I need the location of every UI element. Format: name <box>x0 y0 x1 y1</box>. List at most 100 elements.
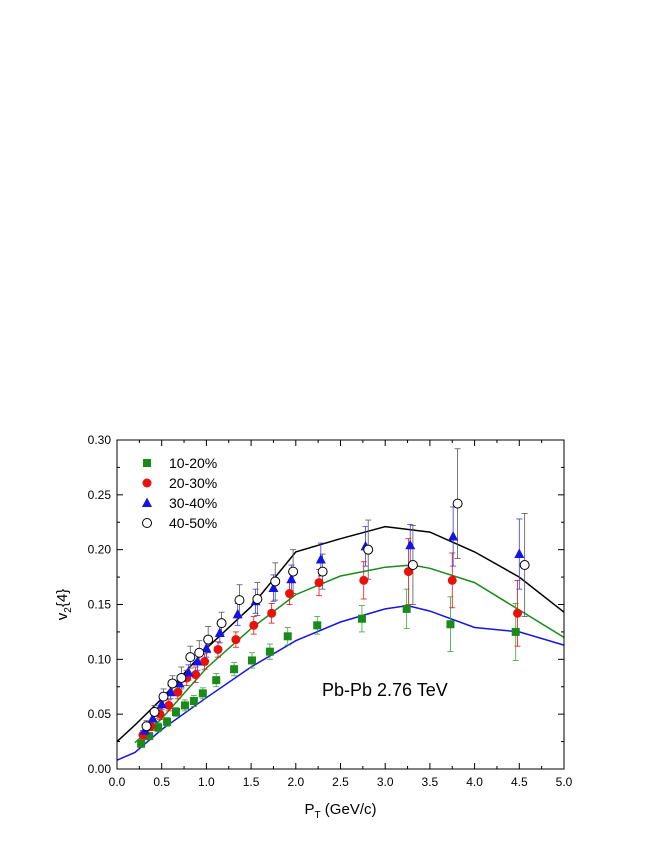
model-curves <box>116 525 565 761</box>
data-point <box>231 635 241 645</box>
data-point <box>201 642 212 653</box>
data-markers <box>137 498 530 748</box>
data-point <box>359 575 369 585</box>
x-tick-label: 0.5 <box>153 775 170 789</box>
x-tick-label: 3.0 <box>377 775 394 789</box>
legend: 10-20% 20-30% 30-40% 40-50% <box>142 455 217 531</box>
data-point <box>232 608 243 619</box>
data-point <box>267 608 277 618</box>
data-point <box>214 627 225 638</box>
data-point <box>212 676 221 685</box>
legend-label: 20-30% <box>169 475 217 491</box>
data-point <box>268 582 279 593</box>
data-point <box>313 621 322 630</box>
data-point <box>163 717 172 726</box>
data-point <box>286 573 297 584</box>
x-tick-label: 3.5 <box>422 775 439 789</box>
data-point <box>213 644 223 654</box>
data-point <box>252 594 263 605</box>
legend-label: 40-50% <box>169 515 217 531</box>
y-axis-label-sub: 2 <box>63 607 74 613</box>
data-point <box>200 657 210 667</box>
x-tick-label: 0.0 <box>109 775 126 789</box>
data-point <box>230 665 239 674</box>
data-point <box>514 548 525 559</box>
x-axis-ticks: 0.0 0.5 1.0 1.5 2.0 2.5 3.0 3.5 4.0 4.5 5.0 <box>109 440 573 789</box>
y-tick-label: 0.30 <box>88 433 112 447</box>
data-point <box>198 689 207 698</box>
data-point <box>147 713 158 723</box>
data-point <box>448 531 459 541</box>
collision-annotation: Pb-Pb 2.76 TeV <box>322 680 448 700</box>
legend-marker <box>142 497 152 507</box>
data-point <box>156 698 167 709</box>
data-point <box>452 498 463 509</box>
y-tick-label: 0.05 <box>88 707 112 721</box>
x-tick-label: 4.5 <box>511 775 528 789</box>
x-axis-label: PT (GeV/c) <box>305 801 377 821</box>
data-point <box>191 670 201 680</box>
data-point <box>446 620 455 629</box>
y-axis-label: v2{4} <box>54 589 74 620</box>
x-tick-label: 4.0 <box>466 775 483 789</box>
data-point <box>283 632 292 641</box>
data-point <box>513 608 523 618</box>
data-point <box>285 589 295 599</box>
data-point <box>180 701 189 710</box>
y-axis-label-rest: {4} <box>54 589 71 607</box>
legend-label: 30-40% <box>169 495 217 511</box>
data-point <box>167 678 178 689</box>
data-point <box>511 627 520 636</box>
y-tick-label: 0.25 <box>88 488 112 502</box>
data-point <box>270 576 281 587</box>
x-axis-label-main: P <box>305 801 315 818</box>
data-point <box>363 544 374 555</box>
y-tick-label: 0.15 <box>88 598 112 612</box>
data-point <box>189 697 198 706</box>
data-point <box>176 672 187 683</box>
data-point <box>402 604 411 613</box>
x-tick-label: 1.5 <box>243 775 260 789</box>
y-tick-label: 0.20 <box>88 543 112 557</box>
data-point <box>314 578 324 588</box>
data-point <box>447 575 457 585</box>
x-axis-label-sub: T <box>315 810 321 821</box>
data-point <box>154 723 163 732</box>
data-point <box>288 566 299 577</box>
data-point <box>203 634 214 645</box>
data-point <box>407 560 418 571</box>
y-tick-label: 0.00 <box>88 762 112 776</box>
data-point <box>519 560 530 571</box>
data-point <box>315 554 326 564</box>
x-tick-label: 2.0 <box>287 775 304 789</box>
x-tick-label: 5.0 <box>556 775 573 789</box>
x-tick-label: 1.0 <box>198 775 215 789</box>
data-point <box>317 566 328 577</box>
data-point <box>173 687 183 697</box>
data-point <box>149 706 160 717</box>
x-axis-label-rest: (GeV/c) <box>321 801 377 818</box>
data-point <box>185 652 196 663</box>
legend-marker <box>143 459 151 467</box>
legend-label: 10-20% <box>169 455 217 471</box>
data-point <box>247 656 256 665</box>
y-axis-label-main: v <box>54 612 71 620</box>
data-point <box>172 707 181 716</box>
data-point <box>405 539 416 550</box>
data-point <box>249 620 259 630</box>
legend-marker <box>142 518 152 528</box>
data-point <box>183 666 194 677</box>
data-point <box>194 647 205 658</box>
data-point <box>265 647 274 656</box>
data-point <box>141 721 152 732</box>
model-curve <box>116 525 565 743</box>
data-point <box>165 686 176 697</box>
data-point <box>357 614 366 623</box>
data-point <box>158 691 169 702</box>
y-axis-ticks: 0.00 0.05 0.10 0.15 0.20 0.25 0.30 <box>88 433 564 776</box>
x-tick-label: 2.5 <box>332 775 349 789</box>
data-point <box>192 656 203 666</box>
data-point <box>216 618 227 629</box>
data-point <box>164 700 174 710</box>
